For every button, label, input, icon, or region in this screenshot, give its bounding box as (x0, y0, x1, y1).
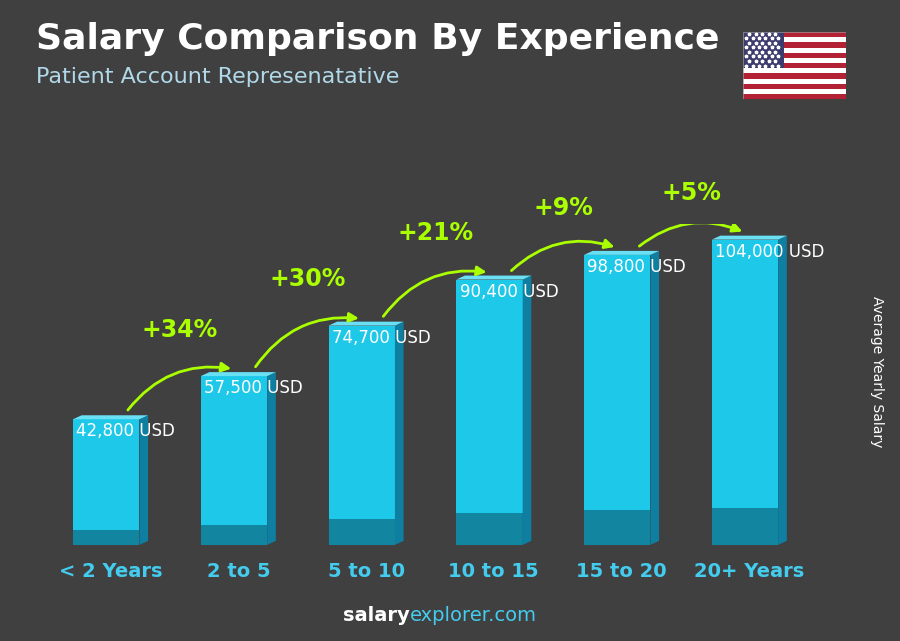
Polygon shape (456, 513, 523, 545)
Bar (742, 53, 846, 58)
Text: Average Yearly Salary: Average Yearly Salary (870, 296, 885, 447)
Polygon shape (267, 372, 275, 545)
Text: 42,800 USD: 42,800 USD (76, 422, 176, 440)
Text: explorer.com: explorer.com (410, 606, 536, 625)
Polygon shape (712, 240, 778, 545)
Polygon shape (73, 419, 140, 545)
Polygon shape (395, 322, 403, 545)
Polygon shape (712, 508, 778, 545)
Polygon shape (201, 524, 267, 545)
Polygon shape (584, 251, 659, 255)
Text: 57,500 USD: 57,500 USD (204, 379, 303, 397)
Polygon shape (651, 251, 659, 545)
Polygon shape (712, 236, 787, 240)
Text: 98,800 USD: 98,800 USD (588, 258, 686, 276)
Text: +9%: +9% (534, 196, 593, 221)
Text: Patient Account Represenatative: Patient Account Represenatative (36, 67, 400, 87)
Bar (742, 32, 846, 37)
Polygon shape (73, 415, 148, 419)
Polygon shape (523, 276, 531, 545)
Bar (742, 42, 846, 47)
Bar (742, 69, 846, 74)
Text: 90,400 USD: 90,400 USD (460, 283, 558, 301)
FancyArrowPatch shape (128, 363, 229, 410)
Bar (742, 84, 846, 89)
Text: Salary Comparison By Experience: Salary Comparison By Experience (36, 22, 719, 56)
Polygon shape (456, 276, 531, 279)
Text: +5%: +5% (662, 181, 721, 205)
Polygon shape (201, 376, 267, 545)
Bar (742, 79, 846, 84)
Text: 74,700 USD: 74,700 USD (332, 329, 430, 347)
Text: salary: salary (343, 606, 410, 625)
Polygon shape (456, 279, 523, 545)
FancyArrowPatch shape (511, 240, 612, 271)
Bar (742, 63, 846, 69)
Bar (742, 74, 846, 79)
Text: 104,000 USD: 104,000 USD (716, 243, 824, 261)
Polygon shape (73, 529, 140, 545)
Polygon shape (140, 415, 148, 545)
Bar (742, 89, 846, 94)
FancyArrowPatch shape (639, 222, 740, 246)
Polygon shape (328, 326, 395, 545)
Polygon shape (201, 372, 275, 376)
Text: +21%: +21% (398, 221, 473, 245)
Text: 20+ Years: 20+ Years (694, 562, 805, 581)
Polygon shape (778, 236, 787, 545)
Text: +30%: +30% (270, 267, 346, 291)
Polygon shape (328, 519, 395, 545)
Text: 15 to 20: 15 to 20 (576, 562, 667, 581)
Polygon shape (584, 510, 651, 545)
Text: 5 to 10: 5 to 10 (328, 562, 405, 581)
Text: 2 to 5: 2 to 5 (206, 562, 270, 581)
Polygon shape (328, 322, 403, 326)
Bar (742, 58, 846, 63)
Text: < 2 Years: < 2 Years (58, 562, 162, 581)
Bar (742, 94, 846, 99)
FancyArrowPatch shape (383, 267, 483, 317)
Bar (742, 37, 846, 42)
FancyArrowPatch shape (256, 313, 356, 367)
Polygon shape (584, 255, 651, 545)
Bar (742, 47, 846, 53)
Bar (742, 32, 784, 69)
Text: 10 to 15: 10 to 15 (448, 562, 539, 581)
Text: +34%: +34% (142, 317, 218, 342)
